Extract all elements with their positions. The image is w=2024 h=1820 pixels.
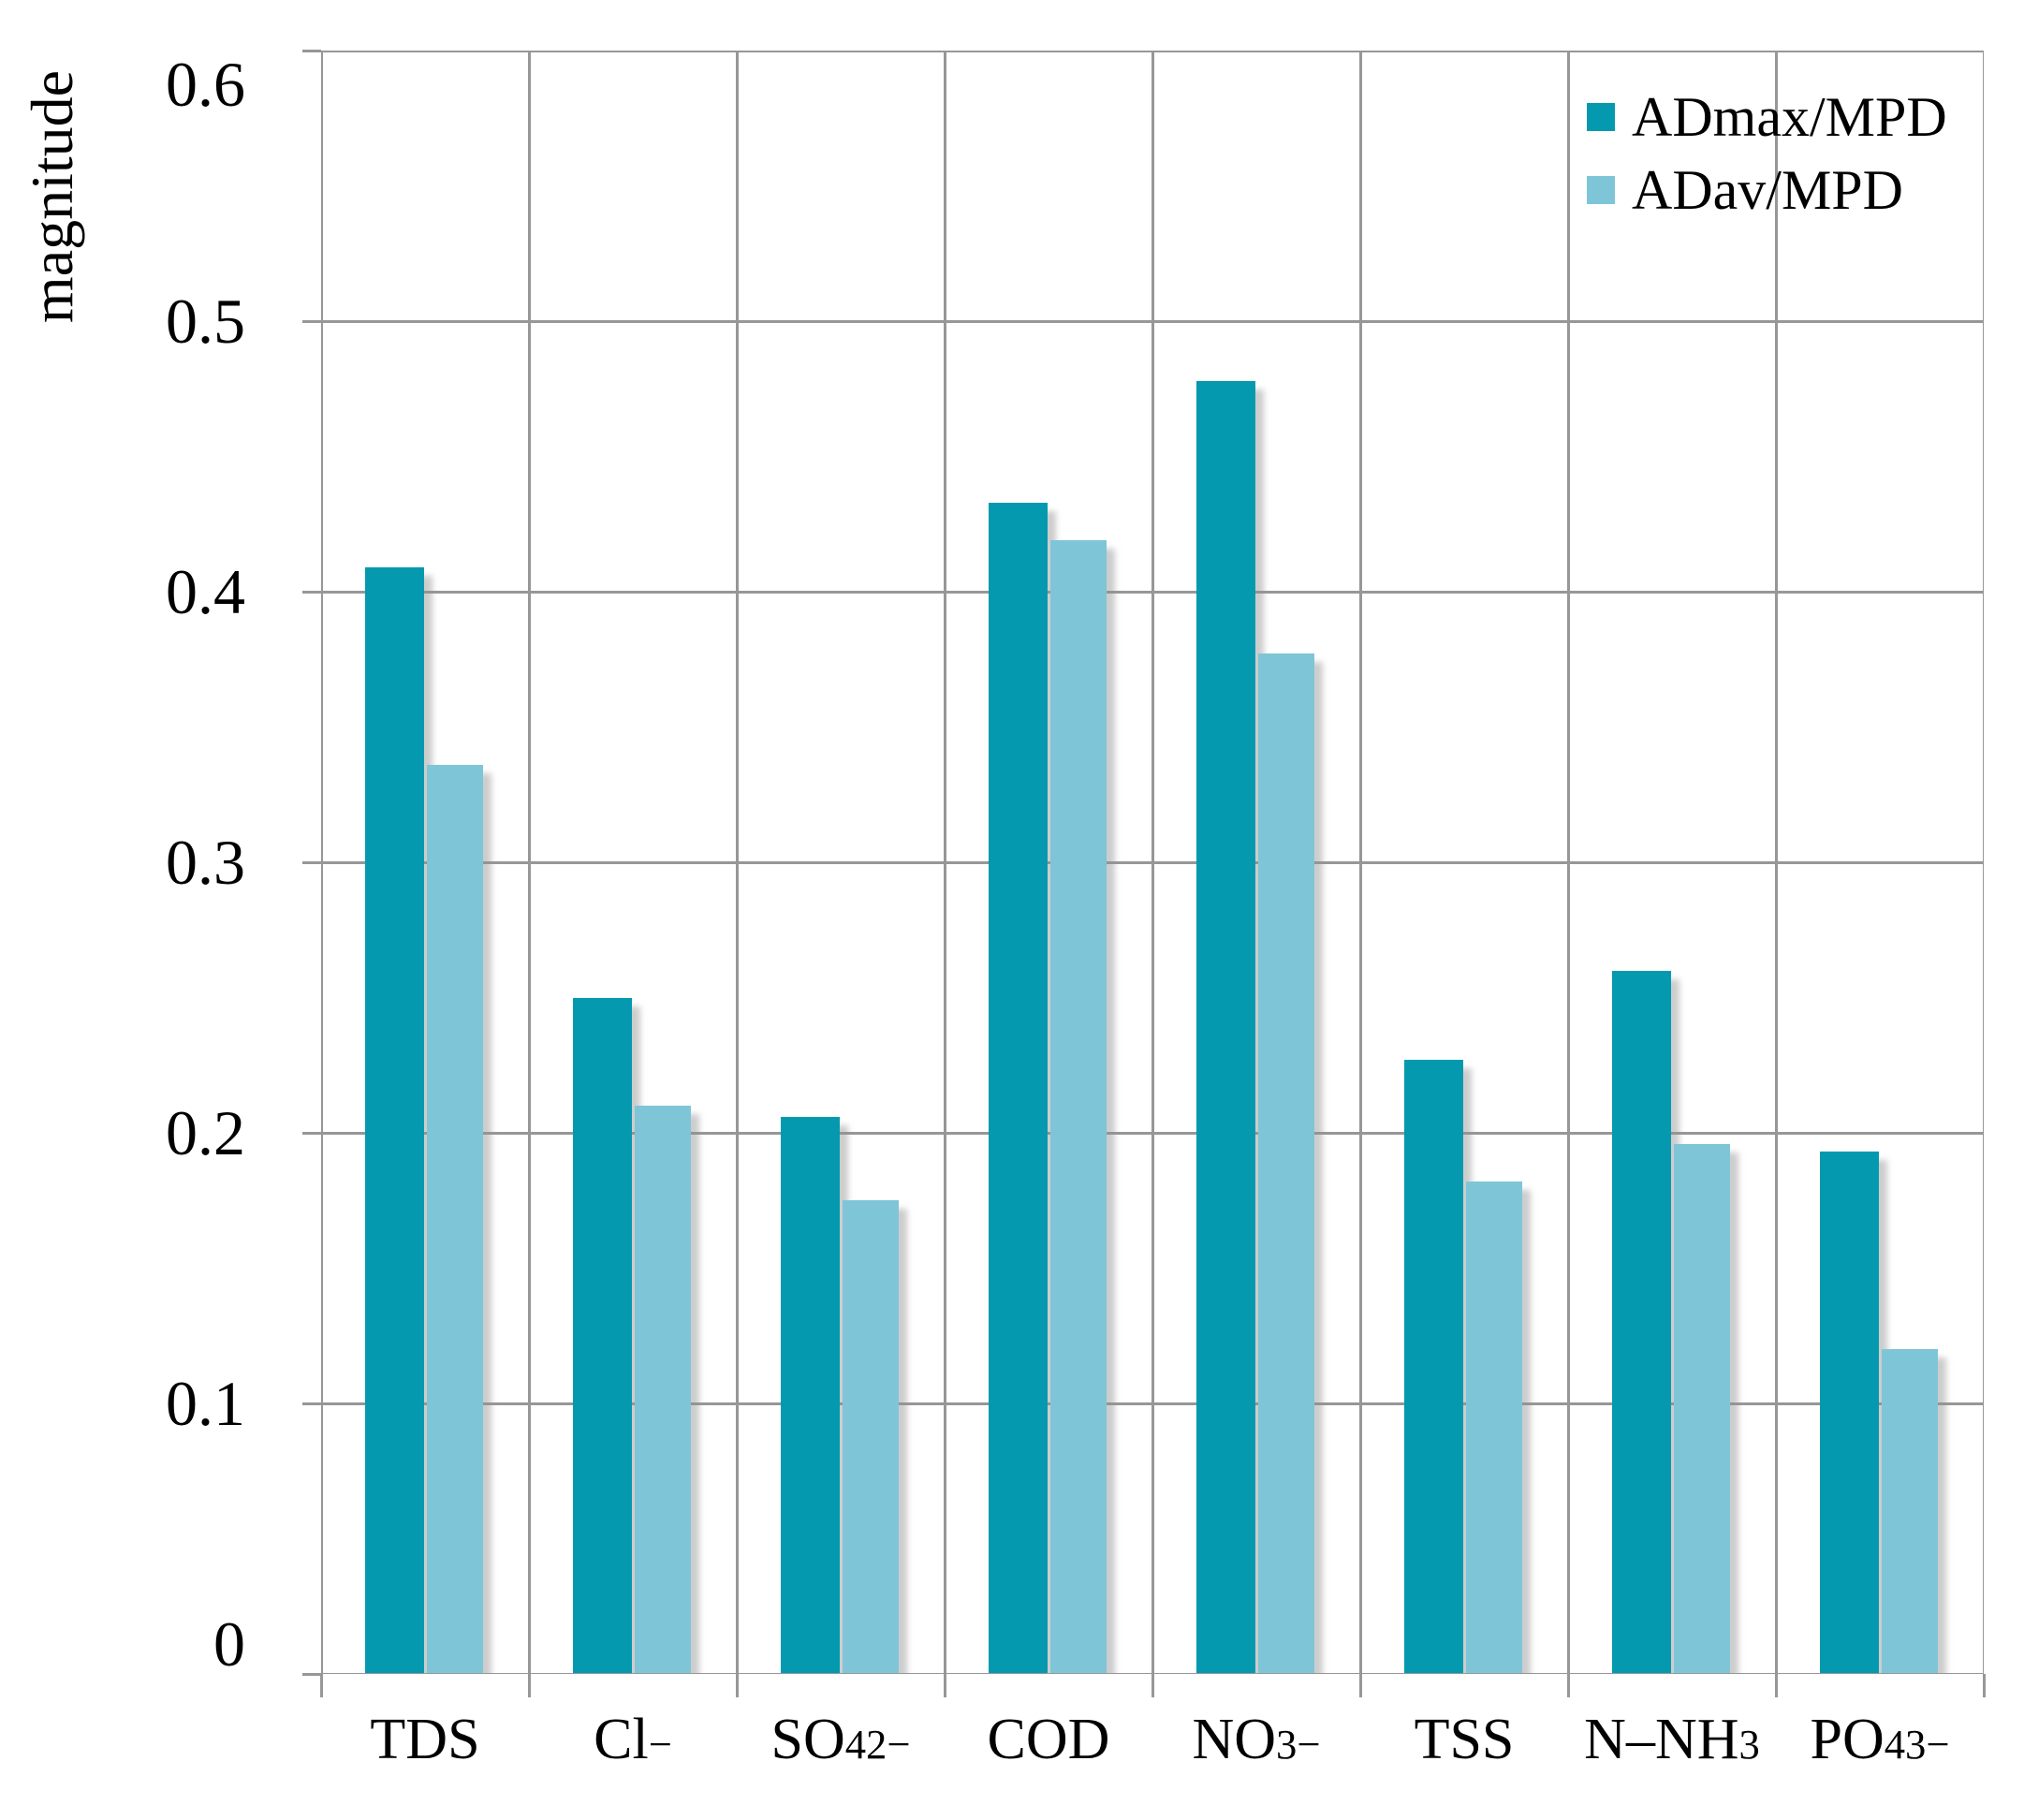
bar-admax-mpd-cod bbox=[989, 502, 1048, 1674]
y-tick-label-0: 0 bbox=[213, 1608, 245, 1680]
x-label-segment-base: NO bbox=[1192, 1708, 1277, 1771]
bar-adav-mpd-tds bbox=[427, 764, 483, 1674]
x-label-segment-base: Cl bbox=[594, 1708, 649, 1771]
v-gridline-1 bbox=[527, 51, 531, 1674]
legend-item-label: ADmax/MPD bbox=[1632, 86, 1947, 148]
x-tick-label-cod: COD bbox=[945, 1708, 1152, 1771]
y-axis-line bbox=[321, 51, 323, 1674]
x-label-segment-base: N–NH bbox=[1584, 1708, 1739, 1771]
y-tick-label-0.6: 0.6 bbox=[166, 49, 245, 120]
x-label-segment-sup: 3− bbox=[1905, 1721, 1950, 1768]
legend-item-label: ADav/MPD bbox=[1632, 159, 1904, 221]
x-label-segment-base: TSS bbox=[1414, 1708, 1515, 1771]
y-tick-mark-0.6 bbox=[302, 50, 321, 52]
x-label-segment-sub: 4 bbox=[844, 1721, 867, 1768]
bar-adav-mpd-cod bbox=[1050, 540, 1107, 1674]
v-gridline-4 bbox=[1151, 51, 1154, 1674]
y-tick-mark-0.2 bbox=[302, 1132, 321, 1135]
v-gridline-6 bbox=[1566, 51, 1570, 1674]
y-tick-label-0.5: 0.5 bbox=[166, 286, 245, 357]
legend-swatch-icon bbox=[1587, 103, 1615, 131]
bar-admax-mpd-cl bbox=[573, 997, 632, 1674]
bar-admax-mpd-po4 bbox=[1820, 1152, 1879, 1674]
bar-admax-mpd-tss bbox=[1404, 1059, 1463, 1674]
x-label-segment-base: PO bbox=[1810, 1708, 1885, 1771]
x-tick-label-tss: TSS bbox=[1360, 1708, 1568, 1771]
y-tick-mark-0.4 bbox=[302, 591, 321, 594]
legend-item-admax-mpd: ADmax/MPD bbox=[1587, 81, 1947, 154]
x-tick-label-so4: SO42− bbox=[737, 1708, 945, 1771]
x-label-segment-sub: 3 bbox=[1738, 1721, 1760, 1768]
x-tick-mark-2 bbox=[735, 1674, 739, 1697]
x-tick-mark-4 bbox=[1151, 1674, 1154, 1697]
bar-adav-mpd-tss bbox=[1466, 1182, 1522, 1674]
x-label-segment-sup: − bbox=[1297, 1721, 1321, 1768]
y-tick-label-0.4: 0.4 bbox=[166, 556, 245, 627]
bar-adav-mpd-so4 bbox=[843, 1200, 899, 1674]
x-tick-label-po4: PO43− bbox=[1776, 1708, 1984, 1771]
v-gridline-3 bbox=[943, 51, 946, 1674]
x-label-segment-base: SO bbox=[770, 1708, 845, 1771]
x-tick-mark-5 bbox=[1358, 1674, 1362, 1697]
x-label-segment-sub: 4 bbox=[1884, 1721, 1906, 1768]
x-label-segment-sup: 2− bbox=[866, 1721, 911, 1768]
v-gridline-7 bbox=[1774, 51, 1778, 1674]
plot-area bbox=[321, 51, 1984, 1674]
x-tick-mark-1 bbox=[527, 1674, 531, 1697]
x-tick-label-tds: TDS bbox=[321, 1708, 529, 1771]
x-tick-mark-3 bbox=[943, 1674, 946, 1697]
y-tick-label-0.3: 0.3 bbox=[166, 827, 245, 898]
bar-adav-mpd-po4 bbox=[1882, 1349, 1938, 1674]
x-tick-label-cl: Cl− bbox=[529, 1708, 737, 1771]
x-label-segment-sub: 3 bbox=[1276, 1721, 1298, 1768]
legend-item-adav-mpd: ADav/MPD bbox=[1587, 154, 1947, 227]
x-tick-mark-7 bbox=[1774, 1674, 1778, 1697]
bar-adav-mpd-cl bbox=[635, 1106, 691, 1674]
bar-admax-mpd-so4 bbox=[781, 1116, 840, 1674]
h-gridline-0 bbox=[321, 1673, 1984, 1674]
y-tick-mark-0.1 bbox=[302, 1402, 321, 1405]
legend: ADmax/MPD ADav/MPD bbox=[1587, 81, 1947, 227]
bar-adav-mpd-no3 bbox=[1258, 653, 1314, 1674]
bar-adav-mpd-n-nh3 bbox=[1674, 1143, 1730, 1674]
y-tick-label-0.2: 0.2 bbox=[166, 1097, 245, 1168]
v-gridline-8 bbox=[1982, 51, 1984, 1674]
bar-admax-mpd-no3 bbox=[1196, 380, 1255, 1674]
v-gridline-2 bbox=[735, 51, 739, 1674]
x-tick-mark-6 bbox=[1566, 1674, 1570, 1697]
v-gridline-5 bbox=[1358, 51, 1362, 1674]
x-tick-label-no3: NO3− bbox=[1152, 1708, 1360, 1771]
y-tick-mark-0 bbox=[302, 1673, 321, 1676]
bar-admax-mpd-tds bbox=[365, 567, 424, 1674]
y-tick-label-0.1: 0.1 bbox=[166, 1368, 245, 1439]
x-tick-mark-0 bbox=[319, 1674, 323, 1697]
x-label-segment-sup: − bbox=[648, 1721, 672, 1768]
bar-admax-mpd-n-nh3 bbox=[1612, 970, 1671, 1674]
legend-swatch-icon bbox=[1587, 176, 1615, 204]
x-tick-label-n-nh3: N–NH3 bbox=[1568, 1708, 1776, 1771]
y-tick-mark-0.5 bbox=[302, 320, 321, 323]
x-tick-mark-8 bbox=[1982, 1674, 1986, 1697]
x-label-segment-base: TDS bbox=[370, 1708, 480, 1771]
x-label-segment-base: COD bbox=[987, 1708, 1110, 1771]
y-tick-mark-0.3 bbox=[302, 861, 321, 864]
